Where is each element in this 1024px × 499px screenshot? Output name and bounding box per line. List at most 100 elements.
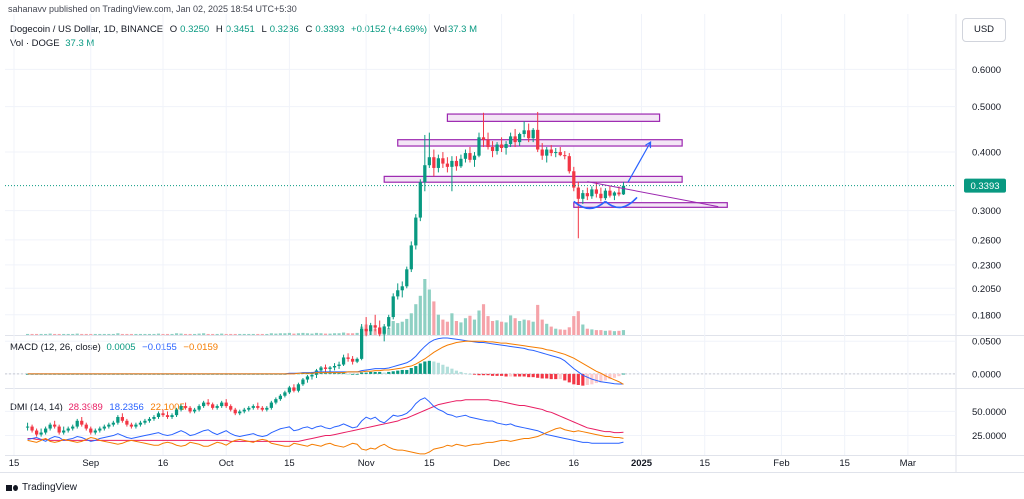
dmi-layer <box>27 397 624 455</box>
volume-bar <box>545 323 549 335</box>
volume-bar <box>206 333 210 335</box>
attribution-text: sahanavv published on TradingView.com, J… <box>8 4 297 14</box>
macd-histogram-bar <box>536 373 540 378</box>
candle-body <box>468 153 472 160</box>
main-legend: Dogecoin / US Dollar, 1D, BINANCE O 0.325… <box>10 24 481 36</box>
candle-body <box>540 149 544 156</box>
macd-histogram-bar <box>450 368 454 374</box>
volume-bar <box>66 333 70 335</box>
macd-hist-value: 0.0005 <box>106 342 136 353</box>
volume-bar <box>170 333 174 335</box>
volume-bar <box>509 315 513 335</box>
candle-body <box>211 404 215 408</box>
macd-histogram-bar <box>346 373 350 375</box>
volume-bar <box>463 318 468 335</box>
volume-bar <box>62 333 66 335</box>
candle-body <box>274 399 278 403</box>
dmi-label[interactable]: DMI (14, 14) <box>10 402 63 413</box>
candle-body <box>531 129 535 139</box>
candle-body <box>93 430 97 433</box>
macd-histogram-bar <box>337 373 341 375</box>
currency-button[interactable]: USD <box>962 18 1006 42</box>
grid-layer <box>0 14 1024 473</box>
candle-body <box>499 144 504 149</box>
macd-histogram-bar <box>554 373 558 380</box>
support-resistance-zone <box>446 113 661 122</box>
x-tick-label: Oct <box>219 458 234 469</box>
volume-bar <box>292 333 296 335</box>
candle-body <box>233 409 237 414</box>
candle-body <box>441 158 445 164</box>
dmi-y-tick-label: 25.0000 <box>972 431 1006 442</box>
di-plus-line <box>27 397 624 444</box>
candle-body <box>599 193 603 199</box>
candle-body <box>30 426 34 431</box>
candle-body <box>120 417 124 421</box>
volume-bar <box>120 333 124 335</box>
annotation-layer <box>5 141 956 210</box>
vol-value: 37.3 M <box>447 24 477 35</box>
candle-body <box>71 426 75 429</box>
macd-histogram-bar <box>540 373 544 379</box>
candle-body <box>400 286 404 291</box>
volume-bar <box>98 333 102 335</box>
candle-body <box>224 402 228 407</box>
close-label: C <box>305 24 313 35</box>
candle-body <box>341 357 346 365</box>
candle-body <box>405 269 409 287</box>
volume-bar <box>495 320 499 335</box>
candle-body <box>25 426 30 428</box>
macd-histogram-bar <box>382 372 386 374</box>
volume-bar <box>468 315 472 335</box>
volume-bar <box>563 329 567 335</box>
candle-body <box>170 415 174 418</box>
price-y-tick-label: 0.4000 <box>972 148 1001 159</box>
macd-histogram-bar <box>572 373 576 385</box>
price-y-tick-label: 0.1800 <box>972 310 1001 321</box>
candle-body <box>508 136 513 145</box>
candle-body <box>332 365 337 368</box>
di-minus-value: 22.1005 <box>150 402 185 413</box>
macd-histogram-bar <box>423 361 427 374</box>
x-tick-label: 2025 <box>631 458 653 469</box>
candle-body <box>152 417 156 419</box>
candle-body <box>66 428 70 431</box>
macd-histogram-bar <box>608 373 612 380</box>
volume-bar <box>310 333 314 335</box>
candle-body <box>215 406 219 408</box>
price-y-tick-label: 0.5000 <box>972 102 1001 113</box>
candle-body <box>48 424 52 429</box>
dmi-legend: DMI (14, 14) 28.3989 18.2356 22.1005 <box>10 402 189 414</box>
symbol-title[interactable]: Dogecoin / US Dollar, 1D, BINANCE <box>10 24 164 35</box>
macd-histogram-bar <box>468 373 472 375</box>
volume-bar <box>278 333 282 335</box>
volume-bar <box>143 333 147 335</box>
candle-body <box>265 407 269 410</box>
macd-histogram-bar <box>527 373 531 378</box>
candle-body <box>292 387 296 391</box>
volume-bar <box>486 316 490 335</box>
vol-doge-label[interactable]: Vol · DOGE <box>10 38 60 49</box>
candle-body <box>382 326 386 334</box>
volume-bar <box>531 321 535 335</box>
macd-histogram-bar <box>441 364 445 374</box>
adx-line <box>27 399 624 442</box>
candle-body <box>57 426 61 433</box>
macd-y-tick-label: 0.0500 <box>972 337 1001 348</box>
dmi-y-tick-label: 50.0000 <box>972 407 1006 418</box>
macd-histogram-bar <box>567 373 571 383</box>
candle-body <box>396 290 400 297</box>
volume-bar <box>441 319 445 335</box>
candle-body <box>80 420 84 425</box>
candle-body <box>247 407 251 410</box>
volume-bar <box>409 313 413 335</box>
volume-bar <box>165 333 170 335</box>
tradingview-logo[interactable]: TradingView <box>6 482 77 493</box>
macd-label[interactable]: MACD (12, 26, close) <box>10 342 101 353</box>
candle-body <box>378 327 382 334</box>
volume-bar <box>328 333 332 335</box>
macd-histogram-bar <box>400 369 404 374</box>
volume-bar <box>414 304 418 335</box>
volume-bar <box>423 279 427 335</box>
